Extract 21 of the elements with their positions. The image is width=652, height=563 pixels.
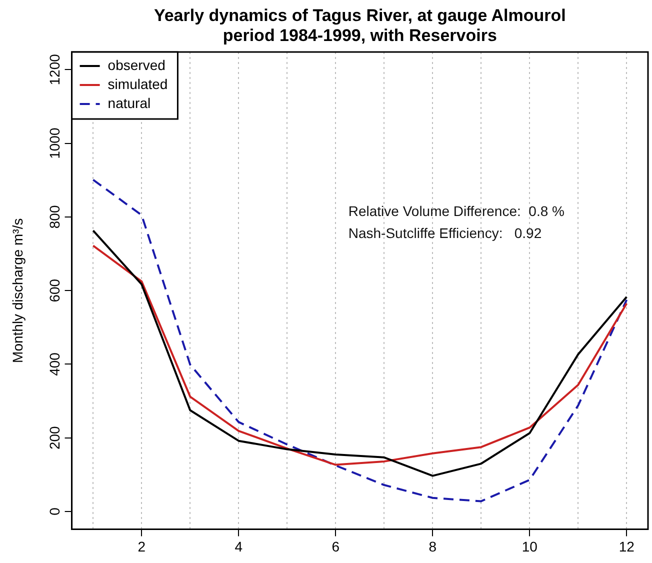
x-tick-label: 6 — [332, 538, 340, 554]
x-tick-label: 2 — [138, 538, 146, 554]
legend-label: simulated — [108, 76, 168, 92]
y-tick-label: 0 — [46, 507, 63, 516]
line-series — [92, 178, 628, 502]
annotation: Relative Volume Difference: 0.8 % — [348, 202, 564, 219]
x-tick-label: 4 — [234, 538, 243, 554]
x-tick-label: 10 — [522, 538, 538, 554]
y-axis-title: Monthly discharge m³/s — [9, 218, 26, 363]
legend-label: observed — [108, 56, 166, 73]
y-tick-label: 600 — [46, 278, 63, 302]
y-tick-label: 400 — [46, 352, 63, 376]
annotation: Nash-Sutcliffe Efficiency: 0.92 — [348, 224, 542, 241]
y-tick-label: 800 — [46, 205, 63, 229]
chart-title: Yearly dynamics of Tagus River, at gauge Almourol period 1984-1999, with Reservoirs — [154, 6, 566, 46]
legend-label: natural — [108, 94, 151, 111]
x-tick-label: 8 — [428, 538, 437, 554]
y-tick-label: 200 — [46, 426, 63, 450]
y-tick-label: 1200 — [46, 54, 63, 86]
x-tick-label: 12 — [618, 538, 635, 554]
y-tick-label: 1000 — [46, 128, 63, 159]
